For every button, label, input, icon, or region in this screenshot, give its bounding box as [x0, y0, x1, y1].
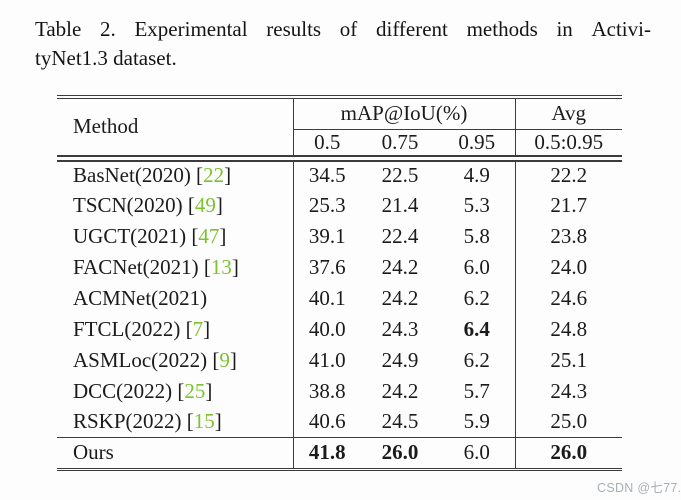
value-cell: 24.2: [381, 254, 419, 279]
citation-ref: 15: [193, 409, 215, 434]
value-cell: 23.8: [514, 220, 623, 252]
value-cell: 6.0: [439, 437, 516, 468]
col-header-iou-095: 0.95: [439, 129, 516, 162]
value-cell: 24.5: [381, 409, 419, 434]
value-cell: 5.7: [463, 378, 490, 403]
table-row: DCC(2022) [25] 38.8 24.2 5.7 24.3: [57, 375, 623, 407]
method-cell: TSCN(2020) [49]: [73, 192, 223, 217]
value-cell: 25.0: [514, 406, 623, 438]
value-cell: 40.1: [292, 282, 361, 314]
value-cell: 26.0: [361, 437, 439, 468]
method-cell: FTCL(2022) [7]: [73, 316, 211, 341]
value-cell: 25.3: [292, 189, 361, 221]
table-row: ACMNet(2021) 40.1 24.2 6.2 24.6: [57, 282, 623, 314]
value-cell: 24.3: [514, 375, 623, 407]
value-cell: 4.9: [463, 163, 490, 188]
value-cell: 6.2: [463, 347, 490, 372]
value-cell: 5.8: [463, 223, 490, 248]
value-cell: 24.2: [381, 285, 419, 310]
method-cell: RSKP(2022) [15]: [73, 409, 222, 434]
caption-line-1: Table 2. Experimental results of different met…: [35, 17, 651, 41]
value-cell: 22.4: [381, 223, 419, 248]
value-cell: 40.0: [292, 313, 361, 345]
method-cell: ASMLoc(2022) [9]: [73, 347, 237, 372]
watermark: CSDN @七77.: [597, 481, 681, 495]
method-cell: Ours: [57, 437, 293, 468]
table-row: TSCN(2020) [49] 25.3 21.4 5.3 21.7: [57, 189, 623, 221]
bottom-double-rule: [57, 467, 622, 471]
value-cell: 6.2: [463, 285, 490, 310]
value-cell: 39.1: [292, 220, 361, 252]
value-cell: 22.2: [514, 158, 623, 190]
table-row: UGCT(2021) [47] 39.1 22.4 5.8 23.8: [57, 220, 623, 252]
table-row: ASMLoc(2022) [9] 41.0 24.9 6.2 25.1: [57, 344, 623, 376]
col-group-map-iou: mAP@IoU(%): [292, 98, 516, 130]
citation-ref: 7: [192, 316, 204, 341]
col-header-method: Method: [57, 98, 293, 162]
value-cell: 24.9: [381, 347, 419, 372]
col-group-avg: Avg: [514, 98, 623, 130]
method-cell: FACNet(2021) [13]: [73, 254, 239, 279]
top-double-rule: [57, 95, 622, 99]
value-cell: 38.8: [292, 375, 361, 407]
value-cell: 5.9: [463, 409, 490, 434]
value-cell: 24.6: [514, 282, 623, 314]
value-cell: 41.0: [292, 344, 361, 376]
citation-ref: 49: [194, 192, 216, 217]
results-table: Method mAP@IoU(%) Avg 0.5 0.75 0.95 0.5:…: [57, 95, 623, 471]
value-cell: 26.0: [514, 437, 623, 468]
citation-ref: 25: [184, 378, 206, 403]
citation-ref: 22: [203, 163, 225, 188]
citation-ref: 13: [210, 254, 232, 279]
value-cell: 5.3: [463, 192, 490, 217]
citation-ref: 9: [219, 347, 230, 372]
value-cell: 24.0: [514, 251, 623, 283]
col-header-iou-075: 0.75: [361, 129, 439, 162]
method-cell: UGCT(2021) [47]: [73, 223, 227, 248]
value-cell: 6.0: [463, 254, 490, 279]
value-cell: 25.1: [514, 344, 623, 376]
value-cell: 34.5: [292, 158, 361, 190]
value-cell: 24.2: [381, 378, 419, 403]
value-cell: 21.7: [514, 189, 623, 221]
caption-line-2: tyNet1.3 dataset.: [35, 46, 177, 70]
method-cell: DCC(2022) [25]: [73, 378, 213, 403]
method-cell: BasNet(2020) [22]: [73, 163, 232, 188]
table-row: FACNet(2021) [13] 37.6 24.2 6.0 24.0: [57, 251, 623, 283]
citation-ref: 47: [198, 223, 220, 248]
col-header-avg-range: 0.5:0.95: [514, 129, 623, 162]
value-cell: 24.8: [514, 313, 623, 345]
value-cell: 41.8: [292, 437, 361, 468]
value-cell: 6.4: [463, 316, 490, 341]
header-row-groups: Method mAP@IoU(%) Avg: [57, 98, 623, 162]
table-row: FTCL(2022) [7] 40.0 24.3 6.4 24.8: [57, 313, 623, 345]
table-row: BasNet(2020) [22] 34.5 22.5 4.9 22.2: [57, 158, 623, 190]
table-row: RSKP(2022) [15] 40.6 24.5 5.9 25.0: [57, 406, 623, 438]
method-cell: ACMNet(2021): [73, 285, 208, 310]
value-cell: 37.6: [292, 251, 361, 283]
header-row-thresholds: 0.5 0.75 0.95 0.5:0.95: [57, 129, 623, 162]
value-cell: 24.3: [381, 316, 419, 341]
col-header-iou-05: 0.5: [292, 129, 361, 162]
value-cell: 40.6: [292, 406, 361, 438]
table-caption: Table 2. Experimental results of different met…: [35, 15, 651, 73]
table-body: BasNet(2020) [22] 34.5 22.5 4.9 22.2 TSCN(202…: [57, 158, 623, 468]
value-cell: 22.5: [381, 163, 419, 188]
value-cell: 21.4: [381, 192, 419, 217]
table-row-ours: Ours 41.8 26.0 6.0 26.0: [57, 437, 623, 468]
results-table-grid: Method mAP@IoU(%) Avg 0.5 0.75 0.95 0.5:…: [57, 98, 623, 468]
